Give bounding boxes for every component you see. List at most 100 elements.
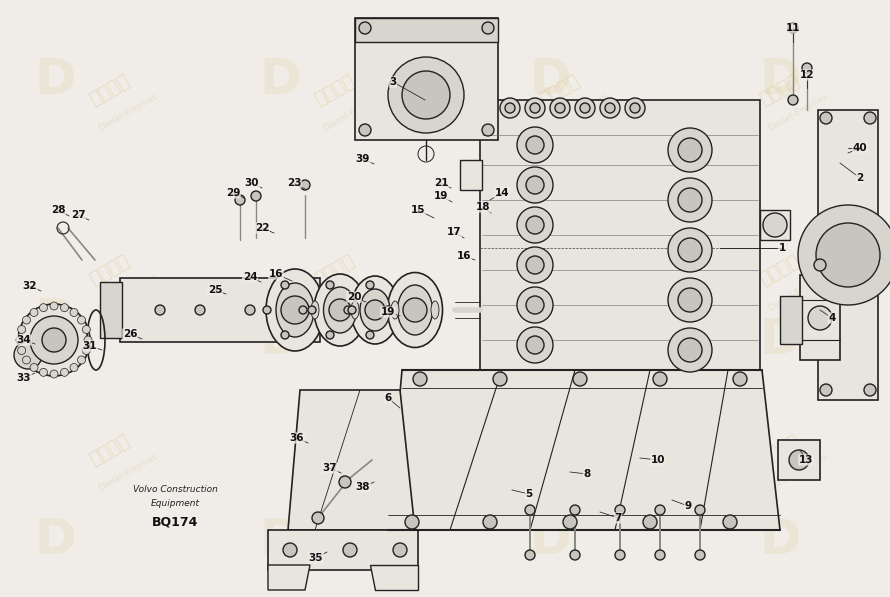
Circle shape — [195, 305, 205, 315]
Text: D: D — [34, 56, 76, 104]
Circle shape — [329, 299, 351, 321]
Text: D: D — [530, 316, 570, 364]
Circle shape — [70, 309, 78, 316]
Circle shape — [517, 167, 553, 203]
Text: 13: 13 — [798, 455, 813, 465]
Circle shape — [816, 223, 880, 287]
Text: 33: 33 — [17, 373, 31, 383]
Circle shape — [655, 505, 665, 515]
Text: Volvo Construction: Volvo Construction — [133, 485, 217, 494]
Text: Equipment: Equipment — [150, 500, 199, 509]
Text: 24: 24 — [243, 272, 257, 282]
Text: 27: 27 — [70, 210, 85, 220]
Circle shape — [281, 331, 289, 339]
Circle shape — [70, 364, 78, 371]
Text: 11: 11 — [786, 23, 800, 33]
Circle shape — [235, 195, 245, 205]
Circle shape — [570, 550, 580, 560]
Circle shape — [343, 543, 357, 557]
Polygon shape — [355, 18, 498, 140]
Text: 20: 20 — [347, 292, 361, 302]
Circle shape — [525, 98, 545, 118]
Ellipse shape — [351, 276, 399, 344]
Circle shape — [653, 372, 667, 386]
Text: 31: 31 — [83, 341, 97, 351]
Circle shape — [344, 306, 352, 314]
Ellipse shape — [351, 301, 359, 319]
Circle shape — [500, 98, 520, 118]
Circle shape — [678, 338, 702, 362]
Circle shape — [820, 112, 832, 124]
Text: D: D — [34, 296, 76, 344]
Circle shape — [84, 336, 92, 344]
Circle shape — [155, 305, 165, 315]
Circle shape — [625, 98, 645, 118]
Circle shape — [600, 98, 620, 118]
Circle shape — [678, 288, 702, 312]
Ellipse shape — [311, 301, 319, 319]
Text: Diesel-Engines: Diesel-Engines — [767, 272, 829, 313]
Polygon shape — [120, 278, 320, 342]
Polygon shape — [760, 210, 790, 240]
Circle shape — [22, 316, 30, 324]
Ellipse shape — [387, 272, 442, 347]
Text: 3: 3 — [390, 77, 397, 87]
Circle shape — [517, 207, 553, 243]
Circle shape — [281, 296, 309, 324]
Text: 紫发动力: 紫发动力 — [312, 432, 358, 469]
Circle shape — [678, 238, 702, 262]
Polygon shape — [268, 565, 310, 590]
Text: 37: 37 — [323, 463, 337, 473]
Circle shape — [526, 336, 544, 354]
Text: Diesel-Engines: Diesel-Engines — [97, 451, 159, 493]
Circle shape — [525, 505, 535, 515]
Text: 18: 18 — [476, 202, 490, 212]
Circle shape — [359, 124, 371, 136]
Circle shape — [733, 372, 747, 386]
Circle shape — [50, 370, 58, 378]
Text: 紫发动力: 紫发动力 — [312, 72, 358, 109]
Circle shape — [575, 98, 595, 118]
Text: 紫发动力: 紫发动力 — [537, 72, 583, 109]
Text: D: D — [759, 316, 801, 364]
Text: 26: 26 — [123, 329, 137, 339]
Circle shape — [365, 300, 385, 320]
Circle shape — [308, 306, 316, 314]
Circle shape — [615, 505, 625, 515]
Text: 19: 19 — [433, 191, 449, 201]
Text: 32: 32 — [23, 281, 37, 291]
Circle shape — [808, 306, 832, 330]
Text: 38: 38 — [356, 482, 370, 492]
Circle shape — [820, 384, 832, 396]
Ellipse shape — [431, 301, 439, 319]
Circle shape — [788, 95, 798, 105]
Circle shape — [30, 309, 38, 316]
Ellipse shape — [323, 287, 357, 333]
Text: D: D — [530, 56, 570, 104]
Circle shape — [61, 304, 69, 312]
Text: 9: 9 — [684, 501, 692, 511]
Text: 2: 2 — [856, 173, 863, 183]
Circle shape — [326, 281, 334, 289]
Circle shape — [393, 543, 407, 557]
Ellipse shape — [266, 269, 324, 351]
Circle shape — [695, 505, 705, 515]
Circle shape — [517, 327, 553, 363]
Circle shape — [526, 176, 544, 194]
Text: 36: 36 — [290, 433, 304, 443]
Circle shape — [326, 331, 334, 339]
Circle shape — [83, 325, 91, 334]
Text: 紫发动力: 紫发动力 — [537, 432, 583, 469]
Ellipse shape — [276, 283, 314, 337]
Circle shape — [563, 515, 577, 529]
Circle shape — [526, 256, 544, 274]
Text: 6: 6 — [384, 393, 392, 403]
Text: D: D — [259, 56, 301, 104]
Text: 34: 34 — [17, 335, 31, 345]
Circle shape — [405, 515, 419, 529]
Circle shape — [39, 304, 47, 312]
Text: 39: 39 — [356, 154, 370, 164]
Circle shape — [525, 550, 535, 560]
Circle shape — [16, 336, 24, 344]
Text: 紫发动力: 紫发动力 — [312, 251, 358, 288]
